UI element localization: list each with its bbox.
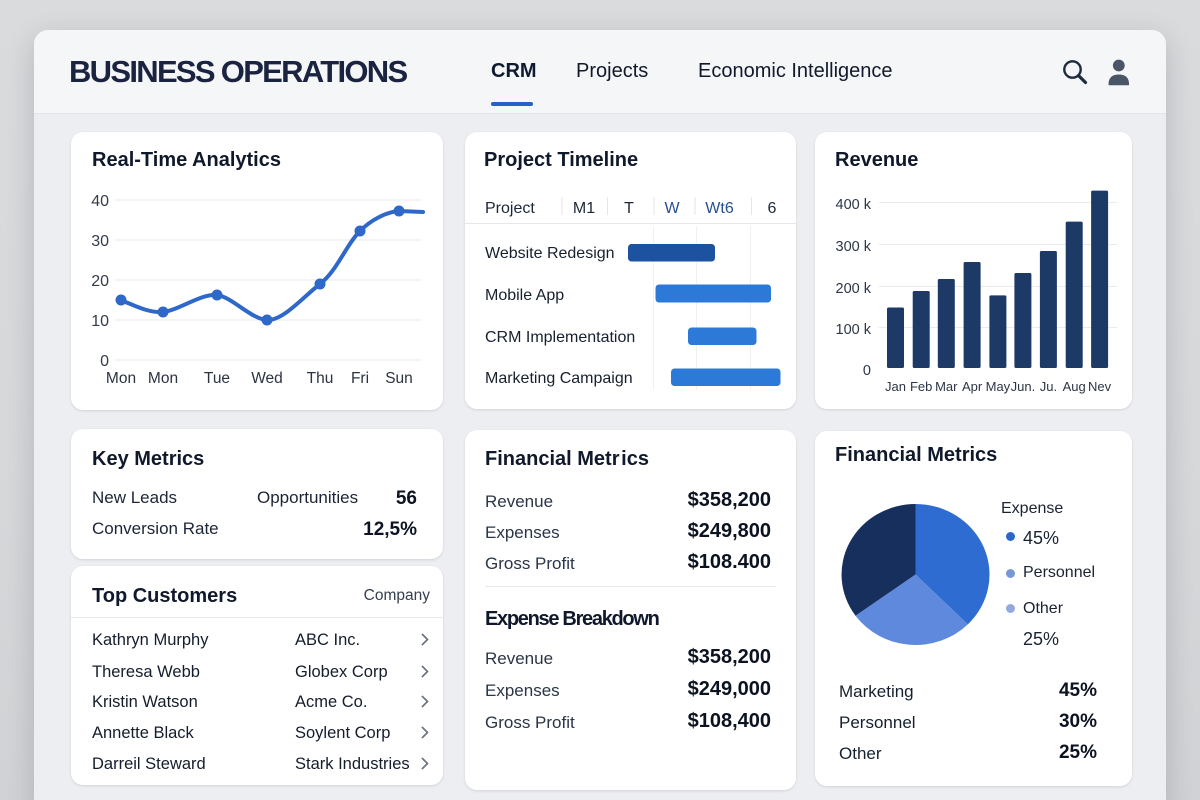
svg-text:Website Redesign: Website Redesign <box>485 245 615 262</box>
svg-text:M1: M1 <box>573 200 595 217</box>
svg-text:W: W <box>664 200 680 217</box>
svg-text:Nev: Nev <box>1088 379 1112 394</box>
svg-text:CRM Implementation: CRM Implementation <box>485 329 635 346</box>
svg-text:Ju.: Ju. <box>1040 379 1057 394</box>
svg-text:0: 0 <box>863 363 871 379</box>
svg-text:Aug: Aug <box>1063 379 1086 394</box>
svg-text:200 k: 200 k <box>836 281 872 297</box>
svg-text:0: 0 <box>100 353 109 370</box>
svg-text:6: 6 <box>768 200 777 217</box>
svg-text:Feb: Feb <box>910 379 932 394</box>
svg-text:Thu: Thu <box>307 370 334 387</box>
svg-text:Project: Project <box>485 200 535 217</box>
svg-text:300 k: 300 k <box>836 239 872 255</box>
svg-text:40: 40 <box>91 193 109 210</box>
svg-text:Jan: Jan <box>885 379 906 394</box>
svg-text:Mar: Mar <box>935 379 958 394</box>
svg-text:10: 10 <box>91 313 109 330</box>
svg-text:Mon: Mon <box>148 370 178 387</box>
svg-text:Mon: Mon <box>106 370 136 387</box>
svg-text:400 k: 400 k <box>836 197 872 213</box>
svg-text:Marketing Campaign: Marketing Campaign <box>485 370 633 387</box>
svg-text:Fri: Fri <box>351 370 369 387</box>
svg-text:Sun: Sun <box>385 370 413 387</box>
svg-text:Jun.: Jun. <box>1011 379 1036 394</box>
svg-text:20: 20 <box>91 273 109 290</box>
svg-text:Tue: Tue <box>204 370 230 387</box>
svg-text:Wt6: Wt6 <box>705 200 734 217</box>
svg-text:30: 30 <box>91 233 109 250</box>
svg-text:Apr: Apr <box>962 379 983 394</box>
svg-text:T: T <box>624 200 634 217</box>
svg-text:May: May <box>986 379 1011 394</box>
svg-text:Mobile App: Mobile App <box>485 287 564 304</box>
svg-text:100 k: 100 k <box>836 322 872 338</box>
svg-text:Wed: Wed <box>251 370 283 387</box>
